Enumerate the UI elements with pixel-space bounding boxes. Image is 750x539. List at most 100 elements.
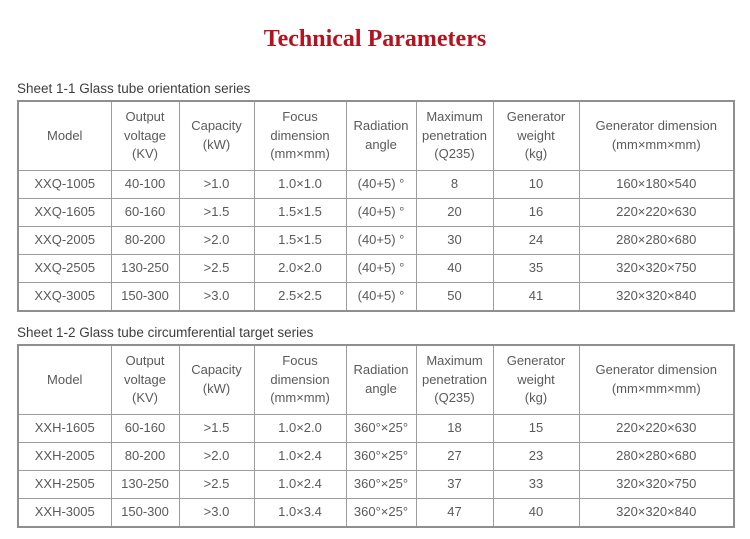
table-cell: 1.0×1.0 bbox=[253, 169, 347, 199]
table-header-row: Model Output voltage (KV) Capacity (kW) … bbox=[17, 100, 735, 171]
table-cell: 50 bbox=[415, 281, 494, 312]
column-header-capacity: Capacity (kW) bbox=[178, 344, 255, 415]
table-cell: 80-200 bbox=[110, 225, 180, 255]
table-cell: 1.0×3.4 bbox=[253, 497, 347, 528]
column-header-max-penetration: Maximum penetration (Q235) bbox=[415, 344, 494, 415]
table-row: XXQ-1605 60-160 >1.5 1.5×1.5 (40+5) ° 20 16 220… bbox=[17, 197, 735, 227]
table-cell: >2.5 bbox=[178, 469, 255, 499]
table1-caption: Sheet 1-1 Glass tube orientation series bbox=[17, 80, 251, 96]
table-cell: 2.0×2.0 bbox=[253, 253, 347, 283]
table-cell: 360°×25° bbox=[345, 441, 417, 471]
table-cell: 130-250 bbox=[110, 469, 180, 499]
column-header-radiation-angle: Radiation angle bbox=[345, 100, 417, 171]
table-header-row: Model Output voltage (KV) Capacity (kW) … bbox=[17, 344, 735, 415]
table-cell: 47 bbox=[415, 497, 494, 528]
table-cell: 27 bbox=[415, 441, 494, 471]
table-cell: 360°×25° bbox=[345, 469, 417, 499]
table-cell: 150-300 bbox=[110, 281, 180, 312]
column-header-capacity: Capacity (kW) bbox=[178, 100, 255, 171]
table2-caption: Sheet 1-2 Glass tube circumferential tar… bbox=[17, 324, 314, 340]
page-title: Technical Parameters bbox=[263, 26, 487, 52]
table-cell: XXQ-2005 bbox=[17, 225, 112, 255]
table-cell: >1.5 bbox=[178, 197, 255, 227]
table-cell: 16 bbox=[492, 197, 580, 227]
orientation-series-table: Model Output voltage (KV) Capacity (kW) … bbox=[17, 99, 735, 312]
table-cell: 40 bbox=[492, 497, 580, 528]
table-cell: 1.0×2.4 bbox=[253, 441, 347, 471]
column-header-generator-dimension: Generator dimension (mm×mm×mm) bbox=[578, 344, 735, 415]
table1-header: Model Output voltage (KV) Capacity (kW) … bbox=[17, 100, 735, 171]
column-header-generator-dimension: Generator dimension (mm×mm×mm) bbox=[578, 100, 735, 171]
column-header-output-voltage: Output voltage (KV) bbox=[110, 344, 180, 415]
column-header-model: Model bbox=[17, 344, 112, 415]
table-cell: 24 bbox=[492, 225, 580, 255]
table-cell: 150-300 bbox=[110, 497, 180, 528]
table-row: XXQ-2005 80-200 >2.0 1.5×1.5 (40+5) ° 30 24 280… bbox=[17, 225, 735, 255]
column-header-generator-weight: Generator weight (kg) bbox=[492, 344, 580, 415]
table-cell: 320×320×750 bbox=[578, 253, 735, 283]
table-cell: (40+5) ° bbox=[345, 253, 417, 283]
table-cell: 1.0×2.0 bbox=[253, 413, 347, 443]
table-cell: 320×320×840 bbox=[578, 281, 735, 312]
table-cell: (40+5) ° bbox=[345, 197, 417, 227]
table-cell: (40+5) ° bbox=[345, 225, 417, 255]
table-cell: 130-250 bbox=[110, 253, 180, 283]
column-header-generator-weight: Generator weight (kg) bbox=[492, 100, 580, 171]
table-cell: 1.5×1.5 bbox=[253, 225, 347, 255]
table-row: XXQ-1005 40-100 >1.0 1.0×1.0 (40+5) ° 8 10 160×… bbox=[17, 169, 735, 199]
table-cell: 33 bbox=[492, 469, 580, 499]
table-cell: 160×180×540 bbox=[578, 169, 735, 199]
table-cell: XXH-2505 bbox=[17, 469, 112, 499]
table-cell: >3.0 bbox=[178, 497, 255, 528]
table-cell: >2.5 bbox=[178, 253, 255, 283]
table-cell: 41 bbox=[492, 281, 580, 312]
table-cell: XXQ-3005 bbox=[17, 281, 112, 312]
table-cell: XXQ-1605 bbox=[17, 197, 112, 227]
table-row: XXH-1605 60-160 >1.5 1.0×2.0 360°×25° 18 15 220… bbox=[17, 413, 735, 443]
table-cell: >3.0 bbox=[178, 281, 255, 312]
table-cell: 220×220×630 bbox=[578, 197, 735, 227]
column-header-focus-dimension: Focus dimension (mm×mm) bbox=[253, 344, 347, 415]
table-cell: (40+5) ° bbox=[345, 169, 417, 199]
table-cell: 40 bbox=[415, 253, 494, 283]
table-cell: 360°×25° bbox=[345, 497, 417, 528]
table-row: XXQ-2505 130-250 >2.5 2.0×2.0 (40+5) ° 40 35 32… bbox=[17, 253, 735, 283]
table-cell: 320×320×750 bbox=[578, 469, 735, 499]
table-cell: 280×280×680 bbox=[578, 441, 735, 471]
table-cell: >2.0 bbox=[178, 441, 255, 471]
table2-body: XXH-1605 60-160 >1.5 1.0×2.0 360°×25° 18 15 220… bbox=[17, 413, 735, 528]
column-header-max-penetration: Maximum penetration (Q235) bbox=[415, 100, 494, 171]
table-cell: 8 bbox=[415, 169, 494, 199]
table-cell: 1.0×2.4 bbox=[253, 469, 347, 499]
table-cell: 37 bbox=[415, 469, 494, 499]
table-row: XXH-3005 150-300 >3.0 1.0×3.4 360°×25° 47 40 32… bbox=[17, 497, 735, 528]
table-row: XXH-2505 130-250 >2.5 1.0×2.4 360°×25° 37 33 32… bbox=[17, 469, 735, 499]
table2-header: Model Output voltage (KV) Capacity (kW) … bbox=[17, 344, 735, 415]
table-cell: 35 bbox=[492, 253, 580, 283]
table-cell: >1.5 bbox=[178, 413, 255, 443]
table-row: XXH-2005 80-200 >2.0 1.0×2.4 360°×25° 27 23 280… bbox=[17, 441, 735, 471]
table-cell: 10 bbox=[492, 169, 580, 199]
table1-body: XXQ-1005 40-100 >1.0 1.0×1.0 (40+5) ° 8 10 160×… bbox=[17, 169, 735, 312]
column-header-focus-dimension: Focus dimension (mm×mm) bbox=[253, 100, 347, 171]
table-cell: XXQ-2505 bbox=[17, 253, 112, 283]
table-cell: XXH-2005 bbox=[17, 441, 112, 471]
table-cell: 23 bbox=[492, 441, 580, 471]
table-cell: 40-100 bbox=[110, 169, 180, 199]
table-cell: >1.0 bbox=[178, 169, 255, 199]
table-cell: 60-160 bbox=[110, 197, 180, 227]
table-cell: XXH-1605 bbox=[17, 413, 112, 443]
table-cell: (40+5) ° bbox=[345, 281, 417, 312]
table-row: XXQ-3005 150-300 >3.0 2.5×2.5 (40+5) ° 50 41 32… bbox=[17, 281, 735, 312]
circumferential-series-table: Model Output voltage (KV) Capacity (kW) … bbox=[17, 343, 735, 528]
table-cell: 15 bbox=[492, 413, 580, 443]
table-cell: 1.5×1.5 bbox=[253, 197, 347, 227]
table-cell: 60-160 bbox=[110, 413, 180, 443]
table-cell: XXH-3005 bbox=[17, 497, 112, 528]
table-cell: 80-200 bbox=[110, 441, 180, 471]
table-cell: 320×320×840 bbox=[578, 497, 735, 528]
table-cell: 220×220×630 bbox=[578, 413, 735, 443]
column-header-model: Model bbox=[17, 100, 112, 171]
table-cell: 2.5×2.5 bbox=[253, 281, 347, 312]
table-cell: 20 bbox=[415, 197, 494, 227]
